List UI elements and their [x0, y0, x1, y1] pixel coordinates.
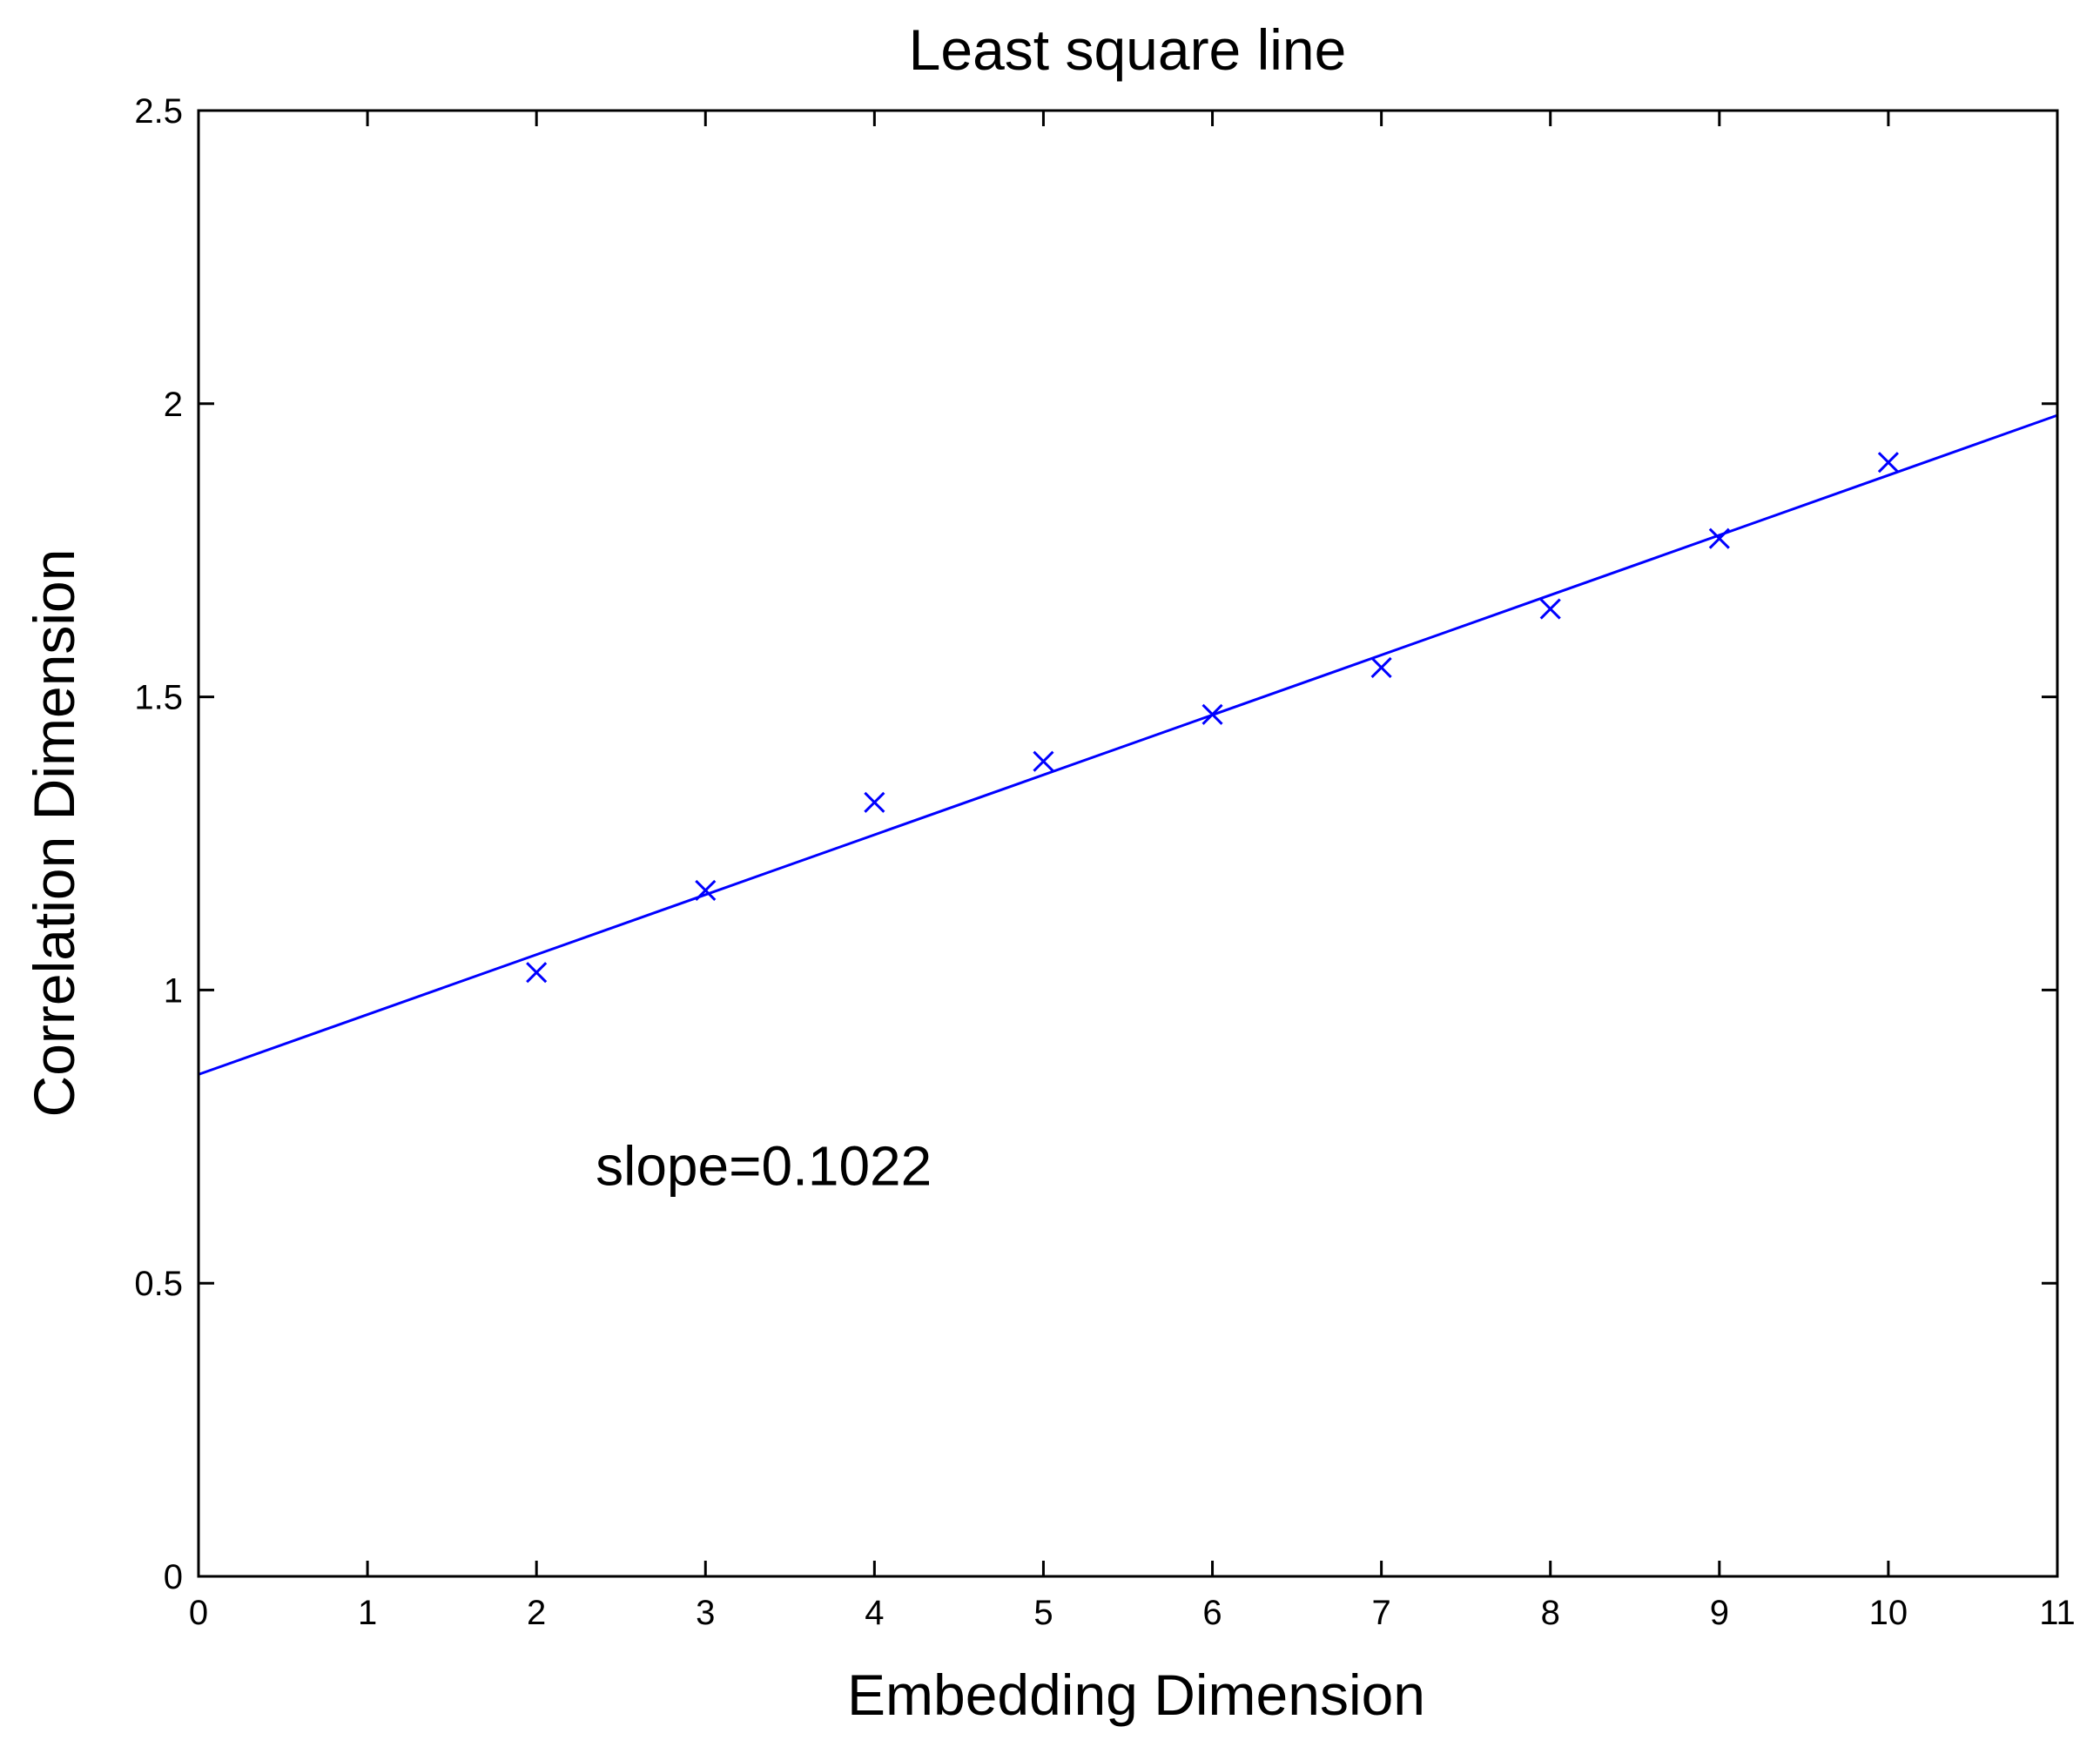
x-tick-label: 7	[1372, 1594, 1391, 1632]
marker-stroke	[1033, 750, 1054, 772]
axis-ticks: 0 1 2 3 4 5 6 7 8 9 10 11 0 0.5 1 1.5 2 2.5	[134, 92, 2075, 1632]
marker-stroke	[695, 879, 717, 901]
data-point-x-marker	[864, 791, 885, 813]
y-tick-label: 1	[164, 971, 183, 1010]
data-point-x-marker	[1877, 452, 1899, 474]
y-axis-label: Correlation Dimension	[22, 549, 86, 1118]
data-point-x-marker	[1370, 656, 1392, 678]
x-tick-label: 10	[1869, 1594, 1908, 1632]
marker-stroke	[1539, 598, 1561, 620]
x-tick-label: 4	[865, 1594, 884, 1632]
annotations-layer: slope=0.1022	[596, 1134, 932, 1197]
x-tick-label: 6	[1202, 1594, 1222, 1632]
data-point-x-marker	[1033, 750, 1054, 772]
y-tick-label: 2	[164, 386, 183, 424]
marker-stroke	[1708, 527, 1730, 549]
y-tick-label: 1.5	[134, 679, 183, 717]
y-tick-label: 0.5	[134, 1265, 183, 1303]
slope-annotation: slope=0.1022	[596, 1134, 932, 1197]
data-points-layer	[526, 452, 1899, 984]
fit-line-layer	[198, 413, 2058, 1076]
data-point-x-marker	[1201, 703, 1223, 725]
marker-stroke	[1877, 452, 1899, 474]
data-point-x-marker	[1708, 527, 1730, 549]
chart-title: Least square line	[909, 17, 1347, 82]
data-point-x-marker	[1539, 598, 1561, 620]
marker-stroke	[864, 791, 885, 813]
x-tick-label: 1	[358, 1594, 377, 1632]
data-point-x-marker	[526, 962, 548, 984]
x-tick-label: 3	[696, 1594, 715, 1632]
x-tick-label: 11	[2039, 1594, 2076, 1632]
x-tick-label: 5	[1033, 1594, 1053, 1632]
x-tick-label: 2	[527, 1594, 546, 1632]
plot-area-frame	[197, 109, 2059, 1578]
x-tick-label: 8	[1541, 1594, 1560, 1632]
marker-stroke	[526, 962, 548, 984]
x-tick-label: 9	[1710, 1594, 1729, 1632]
marker-stroke	[1201, 703, 1223, 725]
y-tick-label: 0	[164, 1558, 183, 1596]
x-tick-label: 0	[189, 1594, 208, 1632]
data-point-x-marker	[695, 879, 717, 901]
y-tick-label: 2.5	[134, 92, 183, 131]
marker-stroke	[1370, 656, 1392, 678]
x-axis-label: Embedding Dimension	[847, 1663, 1425, 1727]
least-square-fit-line	[198, 413, 2058, 1076]
